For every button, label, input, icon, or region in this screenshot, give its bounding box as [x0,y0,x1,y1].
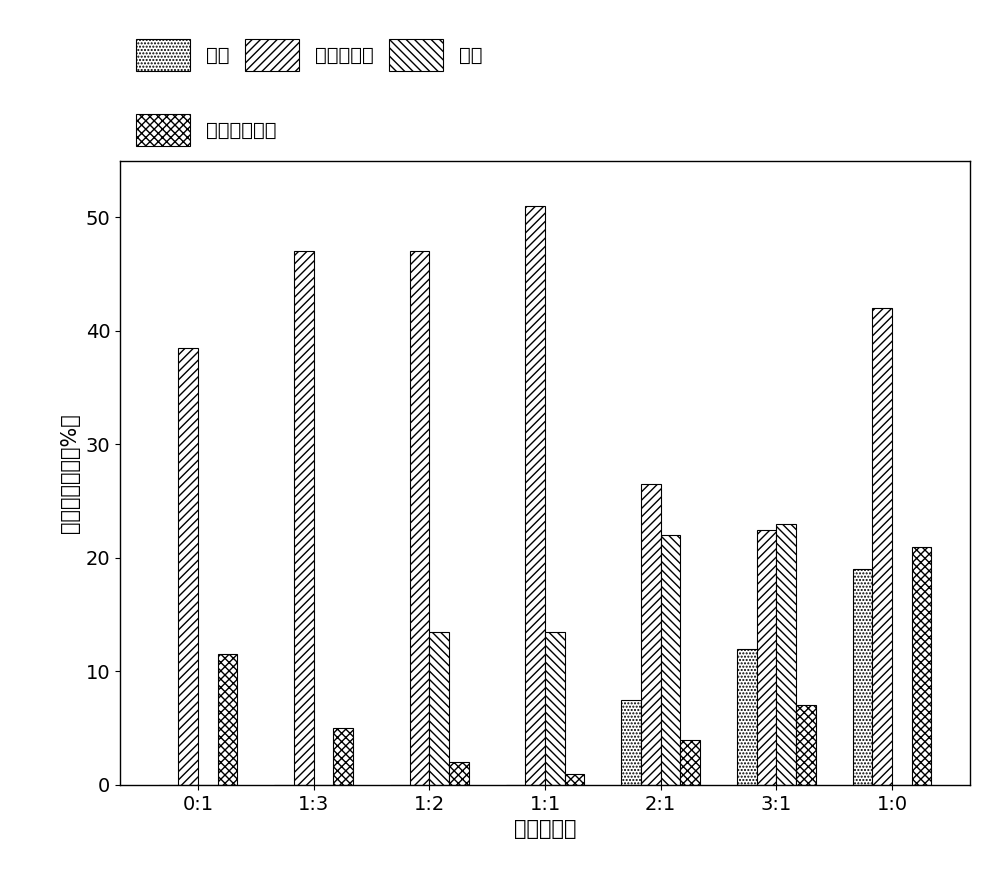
Bar [912,547,931,785]
Bar [872,308,892,785]
Bar [757,530,776,785]
Bar [680,739,700,785]
Bar [737,648,757,785]
Bar [621,700,641,785]
Bar [218,655,237,785]
Bar [525,206,545,785]
Y-axis label: 相对含量（面积%）: 相对含量（面积%） [60,413,80,533]
Bar [796,706,816,785]
Bar [776,524,796,785]
Bar [545,632,565,785]
Bar [449,763,469,785]
Legend: 其他含氧物质: 其他含氧物质 [130,108,282,152]
Bar [641,484,661,785]
Bar [565,773,584,785]
Bar [178,348,198,785]
Bar [333,728,353,785]
Bar [294,252,314,785]
Bar [429,632,449,785]
X-axis label: 竹子：微藻: 竹子：微藻 [514,819,576,839]
Bar [410,252,429,785]
Bar [661,535,680,785]
Bar [853,569,872,785]
